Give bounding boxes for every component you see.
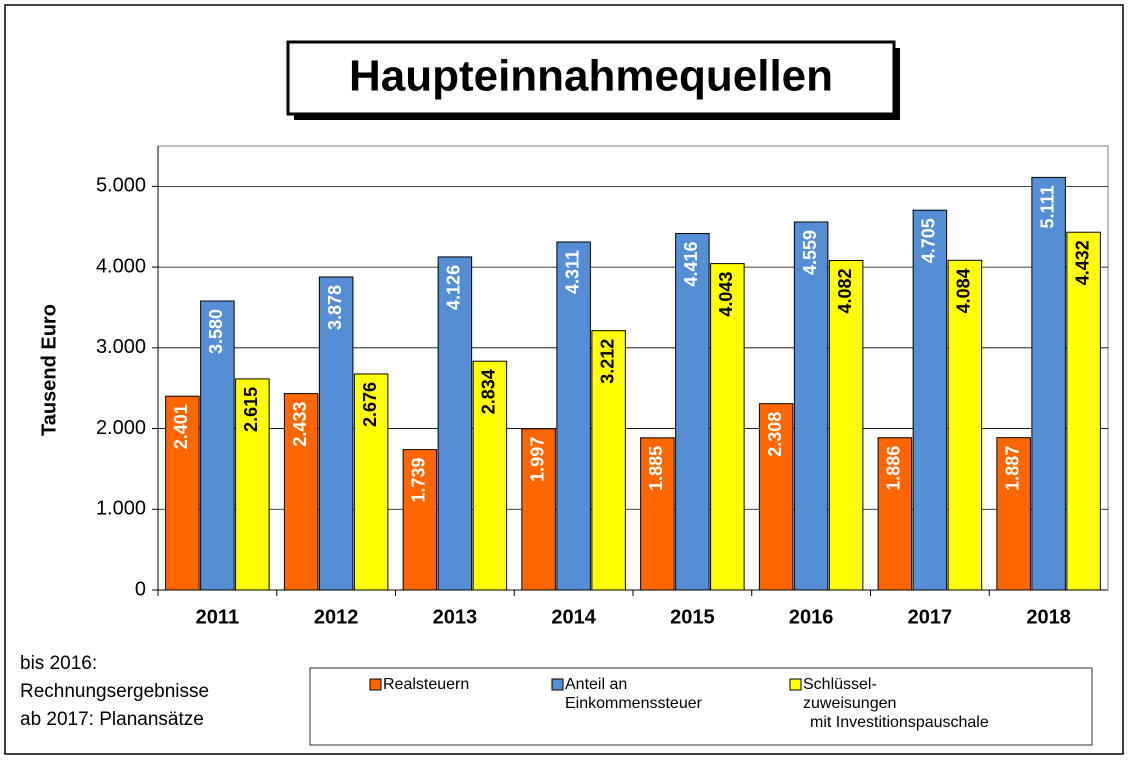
data-label: 2.676	[360, 382, 380, 427]
data-label: 4.432	[1072, 240, 1092, 285]
data-label: 4.082	[835, 268, 855, 313]
data-label: 3.580	[206, 309, 226, 354]
data-label: 4.043	[716, 272, 736, 317]
data-label: 4.126	[444, 265, 464, 310]
x-tick-label: 2015	[670, 606, 715, 628]
data-label: 2.308	[765, 412, 785, 457]
note: ab 2017: Planansätze	[20, 709, 204, 730]
y-tick-label: 2.000	[96, 417, 146, 439]
data-label: 4.559	[800, 230, 820, 275]
x-tick-label: 2013	[433, 606, 478, 628]
bar	[758, 403, 794, 591]
x-tick-label: 2016	[789, 606, 834, 628]
bar	[235, 378, 270, 591]
chart-title: Haupteinnahmequellen	[349, 52, 833, 101]
bar	[710, 263, 745, 591]
bar	[877, 437, 913, 591]
note: Rechnungsergebnisse	[20, 681, 209, 702]
x-tick-label: 2017	[908, 606, 953, 628]
data-label: 3.212	[597, 339, 617, 384]
data-label: 1.885	[646, 446, 666, 491]
bar	[1066, 231, 1101, 591]
data-label: 2.615	[241, 387, 261, 432]
note: bis 2016:	[20, 653, 97, 674]
frame	[4, 4, 1124, 755]
bar	[165, 395, 200, 591]
data-label: 1.739	[409, 458, 429, 503]
bar	[556, 241, 591, 591]
data-label: 3.878	[325, 285, 345, 330]
bar	[591, 330, 626, 591]
bar	[996, 437, 1031, 591]
bar	[912, 209, 948, 591]
bar	[200, 300, 235, 591]
y-tick-label: 3.000	[96, 336, 146, 358]
data-label: 2.433	[290, 402, 310, 447]
bar	[793, 221, 829, 591]
data-label: 4.416	[681, 242, 701, 287]
bar	[472, 360, 508, 591]
bar	[318, 276, 354, 591]
bar	[521, 428, 556, 591]
bar	[283, 393, 319, 591]
data-label: 2.401	[171, 404, 191, 449]
x-tick-label: 2012	[314, 606, 359, 628]
title-box	[286, 40, 896, 116]
y-tick-label: 5.000	[96, 175, 146, 197]
data-label: 1.997	[527, 437, 547, 482]
y-tick-label: 1.000	[96, 498, 146, 520]
bar	[437, 256, 473, 591]
bar	[1031, 176, 1066, 591]
data-label: 4.705	[919, 218, 939, 263]
bar	[640, 437, 675, 591]
x-tick-label: 2014	[551, 606, 596, 628]
legend-label: Realsteuern	[383, 676, 469, 693]
bar	[353, 373, 389, 591]
y-tick-label: 0	[135, 578, 146, 600]
bar	[947, 259, 983, 591]
bar	[402, 449, 438, 591]
data-label: 2.834	[479, 369, 499, 414]
data-label: 5.111	[1037, 185, 1057, 228]
x-tick-label: 2011	[196, 606, 239, 628]
y-axis-label: Tausend Euro	[38, 304, 60, 436]
legend-box	[309, 667, 1093, 746]
legend-swatch	[551, 678, 564, 691]
legend-label: Anteil an Einkommenssteuer	[565, 676, 703, 712]
data-label: 1.887	[1002, 446, 1022, 491]
y-tick-label: 4.000	[96, 255, 146, 277]
bar	[675, 233, 710, 591]
legend-label: Schlüssel-zuweisungen mit Investitionspau…	[803, 676, 989, 731]
data-label: 4.084	[954, 268, 974, 313]
data-label: 1.886	[884, 446, 904, 491]
legend-swatch	[369, 678, 382, 691]
bar	[828, 259, 864, 591]
x-tick-label: 2018	[1026, 606, 1071, 628]
legend-swatch	[789, 678, 802, 691]
data-label: 4.311	[562, 250, 582, 294]
